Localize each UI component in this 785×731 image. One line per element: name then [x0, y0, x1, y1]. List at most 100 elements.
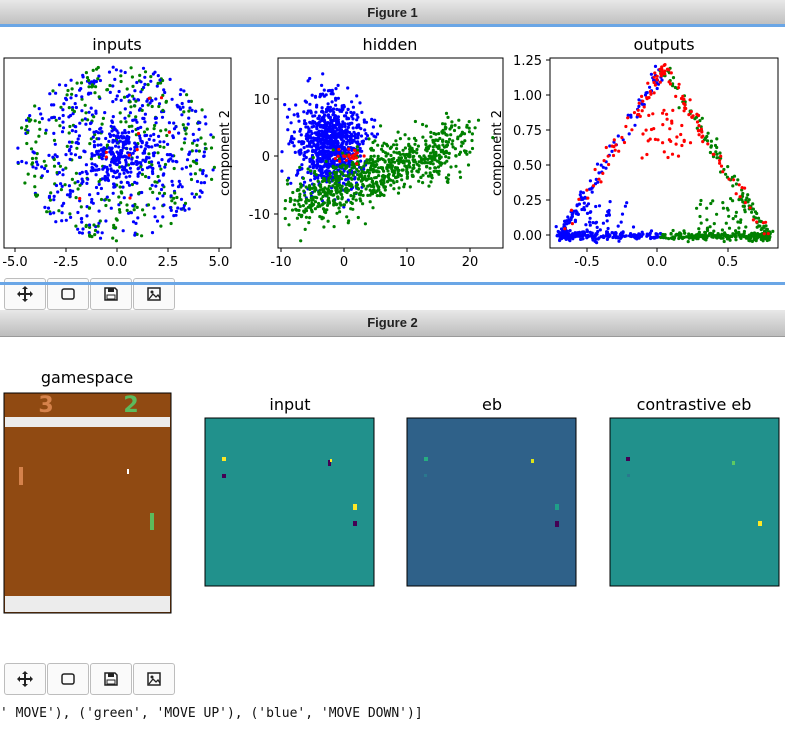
scatter-point: [131, 84, 135, 88]
scatter-point: [287, 142, 291, 146]
scatter-point: [127, 114, 131, 118]
scatter-point: [323, 190, 327, 194]
scatter-point: [430, 173, 434, 177]
scatter-point: [326, 165, 331, 169]
scatter-point: [562, 223, 566, 227]
scatter-point: [424, 124, 428, 128]
scatter-point: [280, 169, 284, 173]
scatter-point: [68, 124, 72, 129]
scatter-point: [599, 180, 603, 184]
scatter-point: [127, 93, 131, 97]
scatter-point: [84, 71, 88, 75]
hidden-ytick: 10: [253, 93, 270, 108]
scatter-point: [304, 215, 308, 219]
export-image-button[interactable]: [133, 663, 175, 695]
scatter-point: [153, 215, 157, 219]
scatter-point: [470, 132, 474, 136]
scatter-point: [58, 164, 63, 168]
scatter-point: [286, 128, 290, 132]
scatter-point: [582, 230, 586, 234]
scatter-point: [349, 132, 353, 136]
scatter-point: [140, 190, 144, 195]
scatter-point: [198, 195, 202, 199]
scatter-point: [343, 124, 347, 129]
scatter-point: [364, 132, 368, 136]
move-icon: [17, 671, 33, 687]
scatter-point: [158, 78, 162, 82]
scatter-point: [74, 171, 78, 175]
scatter-point: [660, 67, 664, 72]
scatter-point: [721, 236, 725, 240]
scatter-point: [313, 95, 318, 99]
scatter-point: [766, 232, 770, 236]
scatter-point: [29, 147, 34, 151]
scatter-point: [45, 210, 49, 214]
scatter-point: [141, 151, 145, 155]
scatter-point: [640, 230, 644, 234]
scatter-point: [52, 157, 56, 162]
scatter-point: [607, 208, 611, 213]
scatter-point: [649, 72, 654, 76]
scatter-point: [93, 228, 98, 233]
scatter-point: [104, 219, 108, 223]
scatter-point: [367, 174, 371, 178]
scatter-point: [69, 96, 73, 100]
scatter-point: [127, 153, 131, 157]
scatter-point: [413, 142, 417, 146]
save-button[interactable]: [90, 663, 132, 695]
scatter-point: [734, 238, 738, 242]
scatter-point: [444, 144, 449, 149]
scatter-point: [719, 164, 724, 168]
scatter-point: [465, 123, 469, 127]
scatter-point: [197, 127, 201, 131]
scatter-point: [662, 150, 666, 154]
scatter-point: [753, 210, 758, 214]
scatter-point: [698, 202, 703, 206]
scatter-point: [158, 164, 162, 168]
scatter-point: [320, 215, 324, 219]
scatter-point: [429, 151, 433, 155]
hidden-axes: [277, 57, 504, 249]
scatter-point: [291, 190, 295, 195]
pan-button[interactable]: [4, 663, 46, 695]
scatter-point: [664, 236, 668, 240]
scatter-point: [378, 191, 383, 195]
scatter-point: [331, 131, 335, 135]
scatter-point: [125, 87, 129, 91]
scatter-point: [202, 181, 207, 185]
scatter-point: [192, 195, 197, 199]
scatter-point: [117, 208, 122, 212]
scatter-point: [348, 172, 352, 176]
scatter-point: [292, 137, 296, 141]
scatter-point: [117, 195, 121, 199]
scatter-point: [626, 116, 630, 120]
scatter-point: [308, 216, 312, 220]
scatter-point: [365, 177, 369, 182]
scatter-point: [655, 232, 659, 236]
scatter-point: [444, 155, 448, 159]
scatter-point: [185, 93, 189, 97]
scatter-point: [152, 127, 156, 131]
scatter-point: [395, 151, 399, 155]
scatter-point: [651, 112, 655, 116]
scatter-point: [321, 171, 325, 175]
scatter-point: [350, 163, 354, 167]
scatter-point: [328, 108, 332, 112]
scatter-point: [44, 131, 48, 135]
scatter-point: [323, 141, 327, 145]
scatter-point: [336, 178, 340, 182]
scatter-point: [78, 183, 82, 187]
outputs-xticks: -0.5 0.0 0.5: [574, 248, 738, 270]
scatter-point: [81, 75, 85, 79]
scatter-point: [124, 163, 128, 167]
scatter-point: [602, 159, 606, 163]
scatter-point: [470, 138, 474, 143]
scatter-point: [612, 138, 616, 142]
scatter-point: [183, 208, 187, 212]
scatter-point: [301, 204, 305, 208]
scatter-point: [289, 198, 293, 202]
scatter-point: [371, 167, 375, 171]
scatter-point: [295, 173, 299, 177]
zoom-rect-button[interactable]: [47, 663, 89, 695]
scatter-point: [80, 216, 84, 221]
